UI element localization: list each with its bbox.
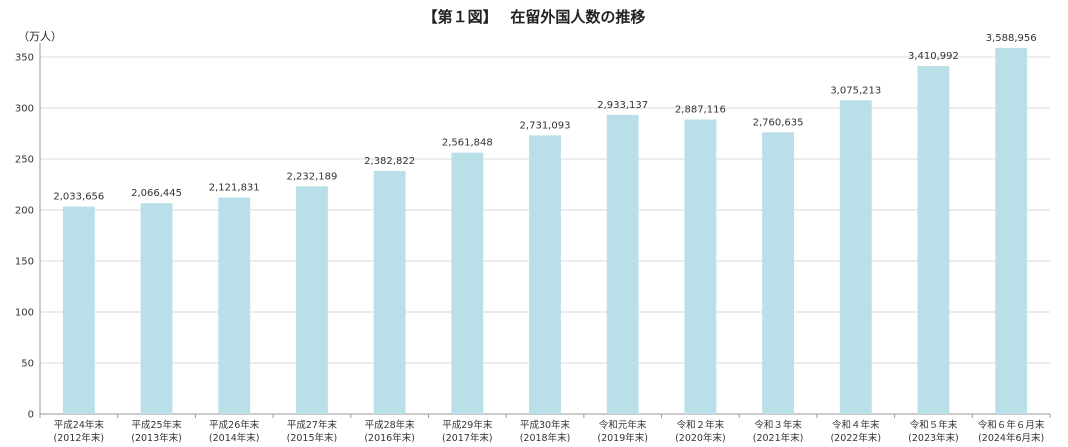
- bar: [684, 119, 717, 415]
- x-tick-label: 平成25年末: [131, 419, 182, 431]
- x-tick-sublabel: (2018年末): [520, 432, 571, 444]
- bar: [917, 66, 950, 414]
- x-tick-sublabel: (2012年末): [54, 432, 105, 444]
- y-tick-label: 250: [15, 155, 34, 166]
- bar: [451, 152, 484, 414]
- y-tick-label: 350: [15, 53, 34, 64]
- bar-value-label: 3,588,956: [986, 33, 1037, 44]
- bar-value-label: 2,232,189: [286, 171, 337, 182]
- y-tick-label: 100: [15, 308, 34, 319]
- x-tick-sublabel: (2022年末): [830, 432, 881, 444]
- bar-value-label: 2,933,137: [597, 100, 648, 111]
- x-tick-label: 平成24年末: [54, 419, 105, 431]
- bar-value-label: 2,760,635: [753, 117, 804, 128]
- x-tick-sublabel: (2013年末): [131, 432, 182, 444]
- bar-value-label: 2,887,116: [675, 105, 726, 116]
- bar-value-label: 3,410,992: [908, 51, 959, 62]
- x-tick-sublabel: (2019年末): [597, 432, 648, 444]
- bar: [295, 186, 328, 414]
- y-tick-label: 0: [28, 410, 34, 421]
- x-tick-label: 平成26年末: [209, 419, 260, 431]
- x-tick-label: 令和２年末: [677, 419, 725, 431]
- bar: [762, 132, 795, 415]
- chart-title: 【第１図】 在留外国人数の推移: [422, 8, 646, 26]
- bar-value-label: 2,382,822: [364, 156, 415, 167]
- bar-value-label: 2,033,656: [53, 192, 104, 203]
- bar: [606, 114, 639, 415]
- bar-value-label: 2,066,445: [131, 188, 182, 199]
- x-tick-label: 平成30年末: [520, 419, 571, 431]
- x-tick-label: 平成27年末: [287, 419, 338, 431]
- x-tick-label: 平成29年末: [442, 419, 493, 431]
- x-tick-label: 平成28年末: [365, 419, 416, 431]
- y-tick-label: 300: [15, 104, 34, 115]
- x-tick-label: 令和元年末: [599, 419, 647, 431]
- x-tick-sublabel: (2015年末): [287, 432, 338, 444]
- bar: [839, 100, 872, 414]
- bar: [529, 135, 561, 414]
- x-tick-label: 令和５年末: [910, 419, 958, 431]
- y-tick-label: 50: [21, 359, 34, 370]
- bar: [218, 197, 251, 414]
- bar-value-label: 3,075,213: [830, 85, 881, 96]
- x-tick-label: 令和３年末: [754, 419, 802, 431]
- x-tick-sublabel: (2014年末): [209, 432, 260, 444]
- x-tick-label: 令和４年末: [832, 419, 880, 431]
- x-tick-sublabel: (2023年末): [908, 432, 959, 444]
- x-tick-sublabel: (2021年末): [753, 432, 804, 444]
- bar-value-label: 2,731,093: [520, 120, 571, 131]
- bar: [995, 47, 1028, 415]
- bar-value-label: 2,121,831: [209, 183, 260, 194]
- x-tick-sublabel: (2024年6月末): [978, 432, 1044, 444]
- bar-value-label: 2,561,848: [442, 138, 493, 149]
- x-tick-sublabel: (2020年末): [675, 432, 726, 444]
- x-tick-label: 令和６年６月末: [978, 419, 1045, 431]
- y-tick-label: 150: [15, 257, 34, 268]
- y-tick-label: 200: [15, 206, 34, 217]
- bar: [62, 206, 95, 414]
- x-tick-sublabel: (2016年末): [364, 432, 415, 444]
- bar: [140, 203, 173, 414]
- x-tick-sublabel: (2017年末): [442, 432, 493, 444]
- bar: [373, 170, 406, 414]
- y-axis-unit-label: （万人）: [18, 30, 62, 43]
